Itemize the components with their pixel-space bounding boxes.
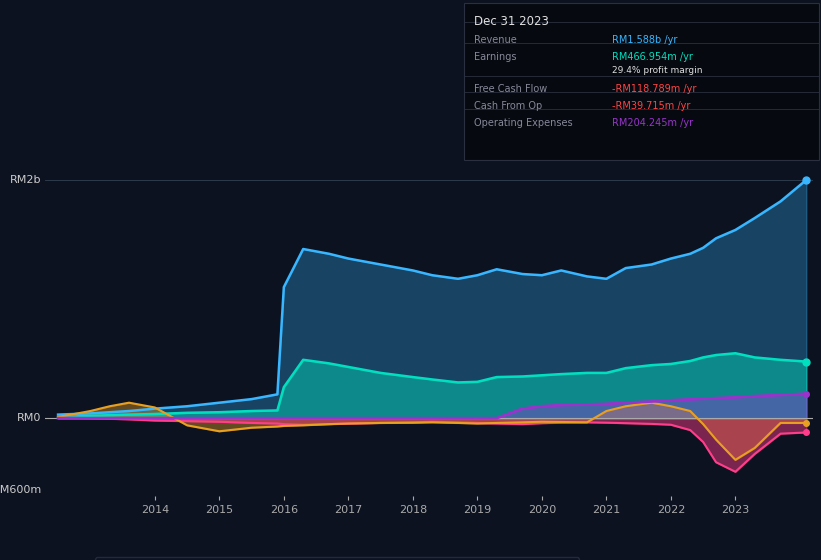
- Text: RM204.245m /yr: RM204.245m /yr: [612, 118, 693, 128]
- Text: RM0: RM0: [17, 413, 41, 423]
- Text: Cash From Op: Cash From Op: [474, 101, 542, 111]
- Text: Earnings: Earnings: [474, 52, 516, 62]
- Text: Operating Expenses: Operating Expenses: [474, 118, 572, 128]
- Text: RM2b: RM2b: [10, 175, 41, 185]
- Text: -RM600m: -RM600m: [0, 484, 41, 494]
- Text: 29.4% profit margin: 29.4% profit margin: [612, 66, 702, 75]
- Text: Free Cash Flow: Free Cash Flow: [474, 84, 547, 94]
- Text: Dec 31 2023: Dec 31 2023: [474, 15, 548, 28]
- Text: RM466.954m /yr: RM466.954m /yr: [612, 52, 693, 62]
- Text: -RM39.715m /yr: -RM39.715m /yr: [612, 101, 690, 111]
- Text: RM1.588b /yr: RM1.588b /yr: [612, 35, 677, 45]
- Text: Revenue: Revenue: [474, 35, 516, 45]
- Text: -RM118.789m /yr: -RM118.789m /yr: [612, 84, 696, 94]
- Legend: Revenue, Earnings, Free Cash Flow, Cash From Op, Operating Expenses: Revenue, Earnings, Free Cash Flow, Cash …: [94, 557, 579, 560]
